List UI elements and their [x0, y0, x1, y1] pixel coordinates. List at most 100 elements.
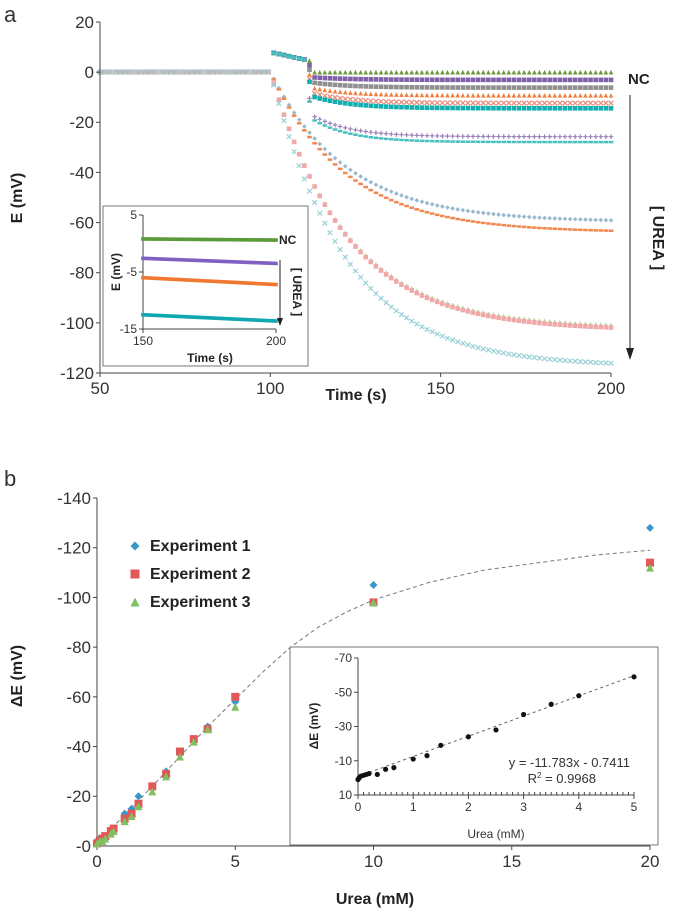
data-point	[419, 293, 425, 298]
y-tick-label: -60	[66, 688, 91, 707]
data-point	[342, 163, 348, 169]
data-point	[291, 139, 297, 145]
data-point	[342, 69, 348, 75]
data-point	[317, 75, 323, 81]
inset-data-point	[374, 771, 380, 778]
data-point	[134, 802, 143, 811]
data-point	[317, 210, 323, 216]
data-point	[347, 96, 354, 103]
data-point	[373, 182, 379, 188]
inset-data-point	[215, 279, 220, 284]
data-point	[307, 67, 312, 73]
data-point	[603, 85, 609, 90]
data-point	[567, 69, 573, 75]
data-point	[583, 140, 588, 144]
data-point	[547, 140, 552, 144]
inset-data-point	[223, 237, 228, 242]
inset-data-point	[149, 237, 153, 241]
data-point	[312, 184, 317, 189]
data-point	[175, 752, 184, 761]
data-point	[373, 191, 379, 195]
data-point	[276, 100, 282, 107]
data-point	[348, 83, 353, 89]
data-point	[593, 93, 598, 98]
data-point	[271, 82, 277, 88]
data-point	[470, 134, 476, 139]
data-point	[348, 175, 353, 179]
data-point	[429, 139, 435, 143]
x-tick-label: 150	[426, 379, 454, 398]
data-point	[312, 85, 317, 91]
data-point	[460, 69, 466, 75]
inset-data-point	[173, 277, 177, 282]
data-point	[501, 134, 506, 139]
data-point	[588, 140, 593, 144]
inset-data-point	[207, 316, 212, 320]
data-point	[516, 134, 522, 139]
data-point	[394, 138, 399, 141]
data-point	[373, 264, 379, 269]
data-point	[608, 105, 614, 111]
data-point	[578, 140, 583, 144]
inset-data-point	[268, 261, 273, 266]
data-point	[378, 84, 384, 90]
data-point	[358, 182, 363, 186]
data-point	[445, 92, 450, 98]
data-point	[552, 134, 558, 139]
data-point	[562, 134, 568, 139]
data-point	[501, 85, 506, 90]
data-point	[414, 105, 420, 110]
data-point	[608, 325, 614, 330]
data-point	[496, 134, 501, 139]
inset-data-point	[141, 312, 145, 317]
data-point	[557, 140, 563, 144]
data-point	[557, 105, 563, 111]
data-point	[521, 214, 527, 219]
inset-data-point	[175, 277, 180, 282]
data-point	[398, 99, 405, 105]
data-point	[388, 304, 394, 310]
data-point	[342, 101, 348, 106]
data-point	[608, 100, 614, 106]
data-point	[450, 304, 455, 310]
inset-data-point	[213, 279, 217, 284]
data-point	[281, 54, 287, 57]
data-point	[598, 105, 604, 111]
inset-data-point	[154, 313, 159, 318]
r-squared: R2 = 0.9968	[528, 771, 596, 786]
data-point	[491, 77, 496, 83]
y-tick-label: -30	[335, 720, 353, 734]
inset-data-point	[274, 319, 278, 323]
data-point	[307, 135, 312, 139]
data-point	[552, 216, 558, 221]
inset-data-point	[151, 313, 156, 318]
inset-data-point	[154, 257, 159, 261]
data-point	[572, 134, 578, 139]
data-point	[465, 219, 471, 222]
inset-data-point	[151, 276, 156, 281]
inset-data-point	[162, 276, 167, 281]
inset-data-point	[250, 318, 254, 322]
r2-value: = 0.9968	[541, 771, 596, 786]
inset-data-point	[260, 282, 265, 286]
y-tick-label: -100	[60, 314, 94, 333]
data-point	[460, 134, 466, 139]
x-tick-label: 4	[575, 800, 582, 814]
data-point	[276, 88, 282, 91]
data-point	[511, 224, 517, 228]
inset-data-point	[239, 237, 244, 242]
data-point	[521, 319, 527, 324]
data-point	[491, 211, 496, 217]
data-point	[521, 69, 527, 75]
data-point	[486, 222, 491, 225]
inset-data-point	[186, 315, 191, 319]
data-point	[312, 75, 317, 80]
data-point	[537, 215, 542, 220]
data-point	[454, 100, 461, 106]
data-point	[337, 129, 343, 133]
data-point	[572, 228, 578, 231]
data-point	[501, 140, 506, 144]
inset-data-point	[258, 318, 262, 323]
data-point	[537, 69, 542, 75]
data-point	[317, 69, 323, 75]
